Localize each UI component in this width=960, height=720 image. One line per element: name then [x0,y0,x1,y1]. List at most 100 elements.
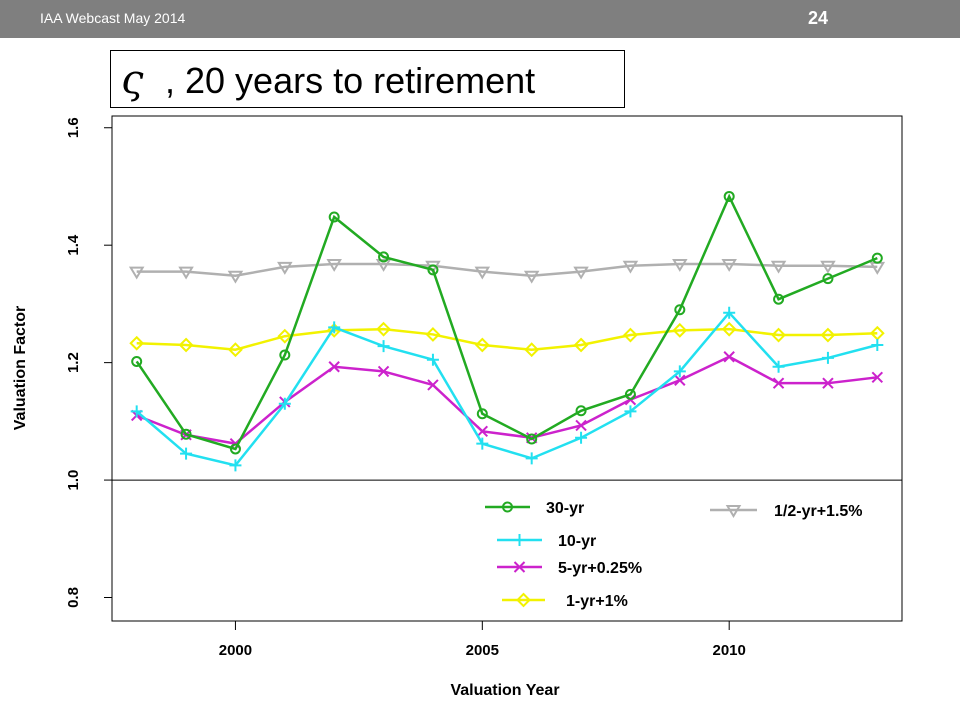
data-point [575,419,587,432]
data-point [476,437,489,450]
slide-title-box: ς , 20 years to retirement [110,50,625,108]
data-point [277,261,293,275]
data-point [721,321,737,337]
page-number: 24 [808,8,829,28]
series-1/2-yr+1.5% [128,258,886,284]
x-tick-label: 2005 [466,642,499,659]
data-point [427,379,439,391]
y-tick-label: 1.2 [65,352,82,373]
legend-marker [513,534,526,546]
data-point [279,349,291,361]
slide-header: IAA Webcast May 2014 24 [0,0,960,38]
data-point [573,266,589,280]
data-point [328,211,340,223]
data-point [871,252,883,264]
data-point [770,260,787,274]
data-point [476,425,489,438]
data-point [672,258,688,272]
y-axis-label: Valuation Factor [12,306,29,430]
data-point [476,408,488,420]
data-point [474,337,490,353]
title-symbol: ς [121,57,144,103]
data-point [375,258,392,272]
data-point [524,342,540,358]
data-point [180,447,193,460]
legend-label: 30-yr [546,500,584,517]
legend-item: 1-yr+1% [502,592,628,610]
slide-title: , 20 years to retirement [165,60,536,101]
series-layer [128,190,886,472]
data-point [573,337,589,353]
data-point [328,361,340,373]
data-point [674,304,686,316]
data-point [772,360,785,373]
data-point [129,335,145,351]
data-point [820,260,836,274]
data-point [376,321,391,337]
legend-marker [502,501,513,513]
y-tick-label: 1.6 [65,117,82,138]
data-point [772,377,785,389]
legend-item: 5-yr+0.25% [497,560,642,577]
legend-marker [516,592,531,608]
data-point [623,327,638,343]
data-point [378,251,390,263]
y-tick-label: 1.0 [65,470,82,491]
legend-label: 1-yr+1% [566,593,628,610]
legend-item: 10-yr [497,533,596,550]
data-point [328,321,341,334]
legend-label: 5-yr+0.25% [558,560,642,577]
x-tick-label: 2000 [219,642,252,659]
data-point [773,293,785,305]
series-line [136,355,878,445]
data-point [425,327,441,342]
data-point [723,306,736,319]
data-point [822,273,834,285]
data-point [427,264,439,276]
data-point [622,260,639,274]
data-point [820,327,836,343]
data-point [821,351,834,364]
series-line [136,262,878,277]
series-1-yr+1% [129,321,885,358]
legend-label: 1/2-yr+1.5% [774,503,863,520]
series-10-yr [130,306,884,472]
data-point [624,388,636,400]
data-point [771,327,786,343]
y-tick-label: 1.4 [65,234,82,256]
data-point [178,266,194,280]
data-point [822,377,834,389]
legend-marker [725,505,742,518]
legend: 30-yr 10-yr 5-yr+0.25% 1-yr+1% 1/2-yr+1.5% [485,500,863,610]
data-point [672,322,688,338]
axes: 0.8 1.0 1.2 1.4 1.6 2000 2005 2010 [65,117,902,659]
series-line [135,193,878,451]
data-point [229,459,242,472]
data-point [723,351,735,363]
data-point [523,270,540,284]
data-point [723,190,735,202]
data-point [525,452,538,465]
data-point [526,433,538,445]
x-tick-label: 2010 [713,642,746,659]
data-point [871,339,884,352]
data-point [131,355,143,367]
series-30-yr [131,190,883,455]
data-point [228,342,243,358]
data-point [277,328,293,344]
series-line [136,327,878,351]
plot-frame [111,115,903,622]
data-point [426,353,439,366]
header-text: IAA Webcast May 2014 [40,10,186,26]
data-point [624,405,637,418]
legend-label: 10-yr [558,533,596,550]
data-point [377,365,390,378]
data-point [474,266,491,280]
series-line [135,310,878,467]
legend-item: 30-yr [485,500,584,517]
data-point [178,337,194,353]
data-point [575,431,588,444]
data-point [673,365,686,378]
legend-item: 1/2-yr+1.5% [710,503,863,520]
